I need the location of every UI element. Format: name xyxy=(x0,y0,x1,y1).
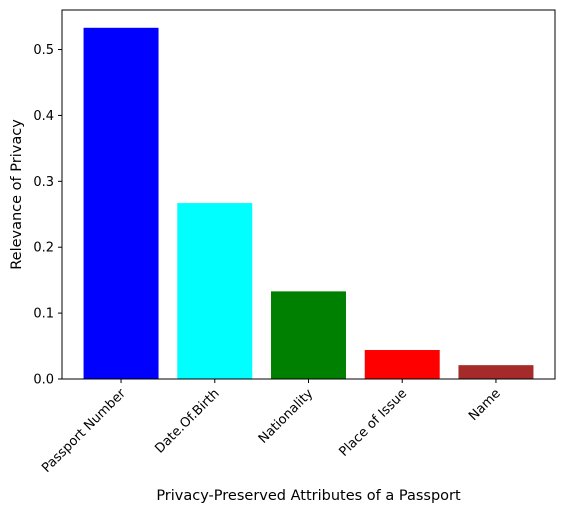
bar xyxy=(177,203,252,379)
y-tick-label: 0.1 xyxy=(33,307,54,322)
x-axis-ticks: Passport Number Date.Of.Birth Nationality P… xyxy=(39,379,504,476)
bar xyxy=(84,28,159,379)
bar xyxy=(365,350,440,379)
y-tick-label: 0.4 xyxy=(33,109,54,124)
bar xyxy=(271,291,346,379)
bar xyxy=(458,365,533,379)
y-axis-ticks: 0.0 0.1 0.2 0.3 0.4 0.5 xyxy=(33,43,62,387)
y-tick-label: 0.0 xyxy=(33,373,54,388)
x-tick-label: Name xyxy=(466,386,504,424)
bars-group xyxy=(84,28,534,379)
x-tick-label: Place of Issue xyxy=(337,386,411,460)
y-tick-label: 0.5 xyxy=(33,43,54,58)
y-axis-label: Relevance of Privacy xyxy=(9,119,25,270)
y-tick-label: 0.3 xyxy=(33,175,54,190)
y-tick-label: 0.2 xyxy=(33,241,54,256)
x-tick-label: Passport Number xyxy=(39,386,129,476)
x-tick-label: Date.Of.Birth xyxy=(152,386,222,456)
x-axis-label: Privacy-Preserved Attributes of a Passpo… xyxy=(156,488,461,504)
x-tick-label: Nationality xyxy=(256,386,317,447)
